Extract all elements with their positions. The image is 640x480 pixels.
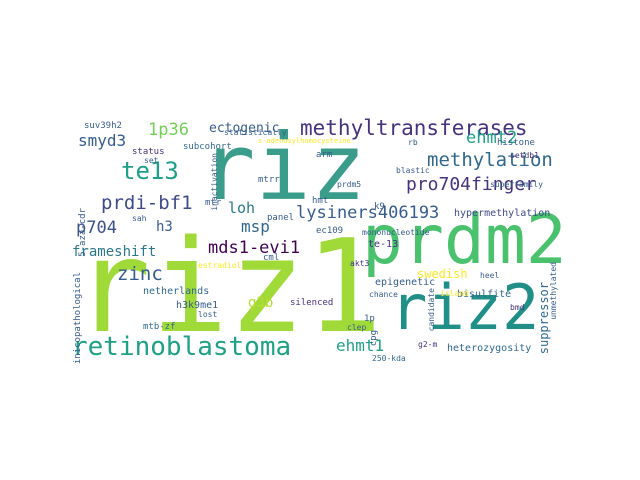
word-silenced: silenced bbox=[290, 298, 334, 308]
word-5-aza-cdr: 5-aza-cdr bbox=[78, 208, 88, 257]
word-pro704finger: pro704finger bbox=[406, 174, 537, 195]
word-chance: chance bbox=[369, 290, 398, 299]
word-mtrr: mtrr bbox=[258, 175, 280, 185]
word-riz: riz bbox=[200, 114, 367, 221]
word-p704: p704 bbox=[76, 218, 117, 238]
word-sah: sah bbox=[132, 214, 147, 223]
word-zinc: zinc bbox=[117, 263, 163, 285]
word-smyd3: smyd3 bbox=[78, 131, 127, 150]
word-s-adenosylhomocysteine: s-adenosylhomocysteine bbox=[258, 137, 351, 145]
word-arm: arm bbox=[316, 150, 333, 160]
word-set: set bbox=[144, 156, 159, 165]
word-rb: rb bbox=[408, 138, 418, 147]
word-mononucleotide: mononucleotide bbox=[362, 228, 430, 237]
word-epigenetic: epigenetic bbox=[375, 277, 436, 288]
word-riz1: riz1 bbox=[74, 213, 383, 362]
word-netherlands: netherlands bbox=[143, 286, 210, 297]
word-hypermethylation: hypermethylation bbox=[454, 208, 551, 219]
word-clinicopathological: clinicopathological bbox=[73, 272, 83, 365]
word-status: status bbox=[132, 147, 165, 157]
word-ehmt2: ehmt2 bbox=[466, 128, 518, 148]
word-suv39h2: suv39h2 bbox=[84, 121, 122, 131]
word-histone: histone bbox=[497, 138, 535, 148]
word-unmethylated: unmethylated bbox=[549, 262, 558, 320]
word-h3: h3 bbox=[156, 219, 173, 235]
word-clep: clep bbox=[347, 323, 367, 332]
word-retinoblastoma: retinoblastoma bbox=[72, 332, 292, 362]
word-g3b: g3b bbox=[248, 295, 274, 311]
word-heel: heel bbox=[480, 271, 500, 280]
word-swedish: swedish bbox=[417, 267, 468, 281]
word-heterozygosity: heterozygosity bbox=[447, 343, 532, 354]
word-msp: msp bbox=[241, 217, 270, 236]
word-k9: k9 bbox=[374, 202, 385, 212]
word-ec109: ec109 bbox=[316, 226, 344, 236]
word-te13: te13 bbox=[121, 157, 179, 185]
word-h3k9me1: h3k9me1 bbox=[176, 300, 219, 311]
word-250-kda: 250-kda bbox=[372, 354, 406, 363]
word-methylation: methylation bbox=[427, 149, 553, 171]
word-ectogenic: ectogenic bbox=[209, 121, 280, 136]
word-panel: panel bbox=[267, 213, 295, 223]
word-te-13: te-13 bbox=[368, 239, 399, 250]
word-hmt: hmt bbox=[312, 196, 329, 206]
word-frameshift: frameshift bbox=[72, 244, 157, 260]
word-mtb-zf: mtb-zf bbox=[143, 322, 176, 332]
word-mtr: mtr bbox=[205, 198, 222, 208]
word-loh: loh bbox=[228, 199, 256, 217]
word-candidate: candidate bbox=[427, 288, 436, 332]
word-cpg: cpg bbox=[369, 330, 379, 347]
word-setdb1: setdb1 bbox=[510, 151, 539, 160]
word-island: island bbox=[440, 289, 469, 298]
word-1p36: 1p36 bbox=[148, 120, 189, 140]
word-akt3: akt3 bbox=[350, 259, 370, 268]
word-prdm2: prdm2 bbox=[362, 201, 567, 280]
word-cloud: riz1 riz prdm2 riz2 retinoblastoma methy… bbox=[72, 112, 572, 365]
word-g2-m: g2-m bbox=[418, 340, 438, 349]
word-superfamily: superfamily bbox=[490, 180, 543, 189]
word-bisulfite: bisulfite bbox=[457, 289, 512, 300]
word-prdi-bf1: prdi-bf1 bbox=[101, 192, 193, 214]
word-mds1-evi1: mds1-evi1 bbox=[208, 238, 301, 258]
word-cml: cml bbox=[263, 253, 280, 263]
word-prdm5: prdm5 bbox=[337, 180, 362, 189]
word-bmd: bmd bbox=[510, 303, 525, 312]
word-riz2: riz2 bbox=[390, 271, 540, 344]
word-ehmt1: ehmt1 bbox=[336, 336, 385, 355]
word-lost: lost bbox=[198, 310, 218, 319]
word-subcohort: subcohort bbox=[183, 142, 232, 152]
word-blastic: blastic bbox=[396, 166, 430, 175]
word-1p: 1p bbox=[364, 314, 375, 324]
word-methyltransferases: methyltransferases bbox=[300, 116, 528, 140]
word-statistically: statistically bbox=[224, 128, 287, 137]
word-lysiners406193: lysiners406193 bbox=[296, 203, 440, 223]
word-estradiol: estradiol bbox=[198, 261, 242, 270]
